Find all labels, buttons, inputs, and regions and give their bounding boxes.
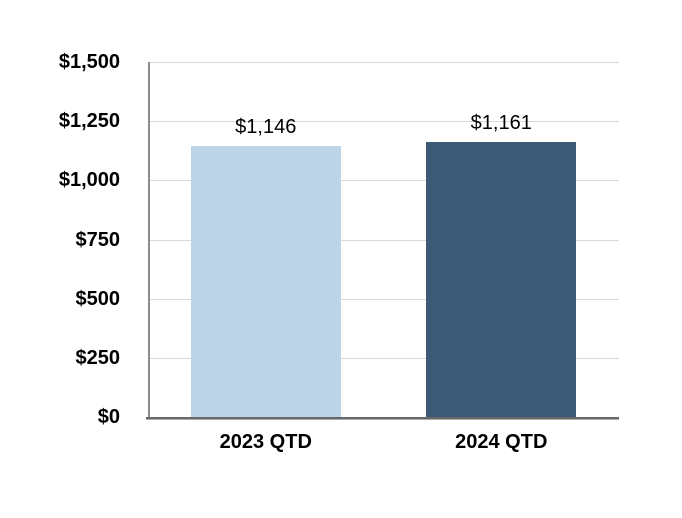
y-tick-label: $1,250	[58, 110, 120, 133]
y-tick-label: $1,500	[58, 51, 120, 73]
y-tick-label: $1,000	[58, 169, 120, 192]
gridline	[148, 62, 619, 63]
gridline	[148, 239, 619, 241]
gridline	[148, 298, 619, 300]
x-axis-line	[146, 417, 619, 420]
gridline	[148, 180, 619, 182]
y-tick-label: $0	[97, 406, 120, 428]
y-axis-line	[148, 62, 150, 417]
x-category-label: 2023 QTD	[219, 431, 312, 453]
y-tick-label: $500	[75, 287, 121, 310]
bar-value-label: $1,146	[235, 115, 297, 138]
y-tick-label: $250	[75, 346, 121, 369]
bar-value-label: $1,161	[470, 112, 532, 135]
x-category-label: 2024 QTD	[455, 431, 548, 453]
bar-2024-qtd	[426, 142, 577, 417]
plot-area: $1,146 $1,161	[146, 62, 619, 420]
bar-2023-qtd	[190, 145, 341, 417]
y-tick-label: $750	[75, 228, 121, 251]
gridline	[148, 357, 619, 359]
gridline	[148, 121, 619, 123]
